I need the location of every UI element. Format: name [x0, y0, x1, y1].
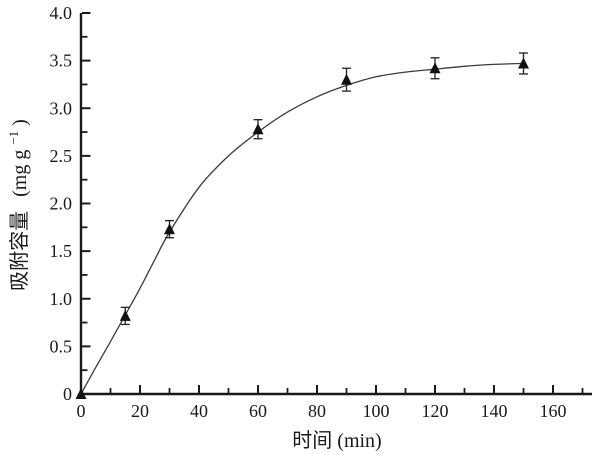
x-tick-label: 40 — [190, 401, 208, 421]
triangle-marker — [119, 309, 131, 321]
y-tick-label: 2.5 — [50, 146, 73, 166]
triangle-marker — [518, 57, 529, 69]
x-tick-label: 60 — [249, 401, 267, 421]
y-tick-label: 4.0 — [50, 3, 73, 23]
y-axis-title-unit-close: ) — [9, 119, 31, 126]
x-tick-label: 0 — [77, 401, 86, 421]
y-axis-title: 吸附容量 (mg g −1 ) — [1, 119, 31, 291]
x-tick-label: 160 — [540, 401, 567, 421]
triangle-marker — [164, 223, 175, 235]
y-tick-label: 3.5 — [50, 51, 73, 71]
triangle-marker — [75, 388, 87, 399]
y-axis-title-cn: 吸附容量 — [8, 211, 31, 291]
triangle-marker — [252, 123, 264, 135]
y-tick-label: 1.5 — [50, 241, 73, 261]
axes — [79, 13, 592, 396]
triangle-marker — [341, 73, 352, 85]
x-tick-label: 120 — [422, 401, 449, 421]
x-tick-label: 100 — [363, 401, 390, 421]
x-tick-label: 20 — [131, 401, 149, 421]
y-tick-label: 1.0 — [50, 289, 73, 309]
x-tick-label: 140 — [481, 401, 508, 421]
y-axis-title-superscript: −1 — [6, 131, 21, 145]
y-tick-label: 3.0 — [50, 98, 73, 118]
data-point-markers — [75, 57, 529, 399]
fit-curve — [80, 62, 524, 395]
triangle-marker — [429, 62, 441, 74]
y-tick-label: 2.0 — [50, 194, 73, 214]
axis-tick-labels: 0 20 40 60 80 100 120 140 160 0 0.5 1.0 1.5 2.0 2.5 3.0… — [50, 3, 567, 421]
y-axis-title-unit-open: (mg g — [9, 150, 31, 197]
x-tick-label: 80 — [308, 401, 326, 421]
x-axis-title: 时间 (min) — [292, 429, 381, 452]
y-tick-label: 0.5 — [50, 336, 73, 356]
fit-curve-path — [80, 62, 524, 395]
axis-ticks — [80, 12, 584, 395]
y-tick-label: 0 — [63, 384, 72, 404]
